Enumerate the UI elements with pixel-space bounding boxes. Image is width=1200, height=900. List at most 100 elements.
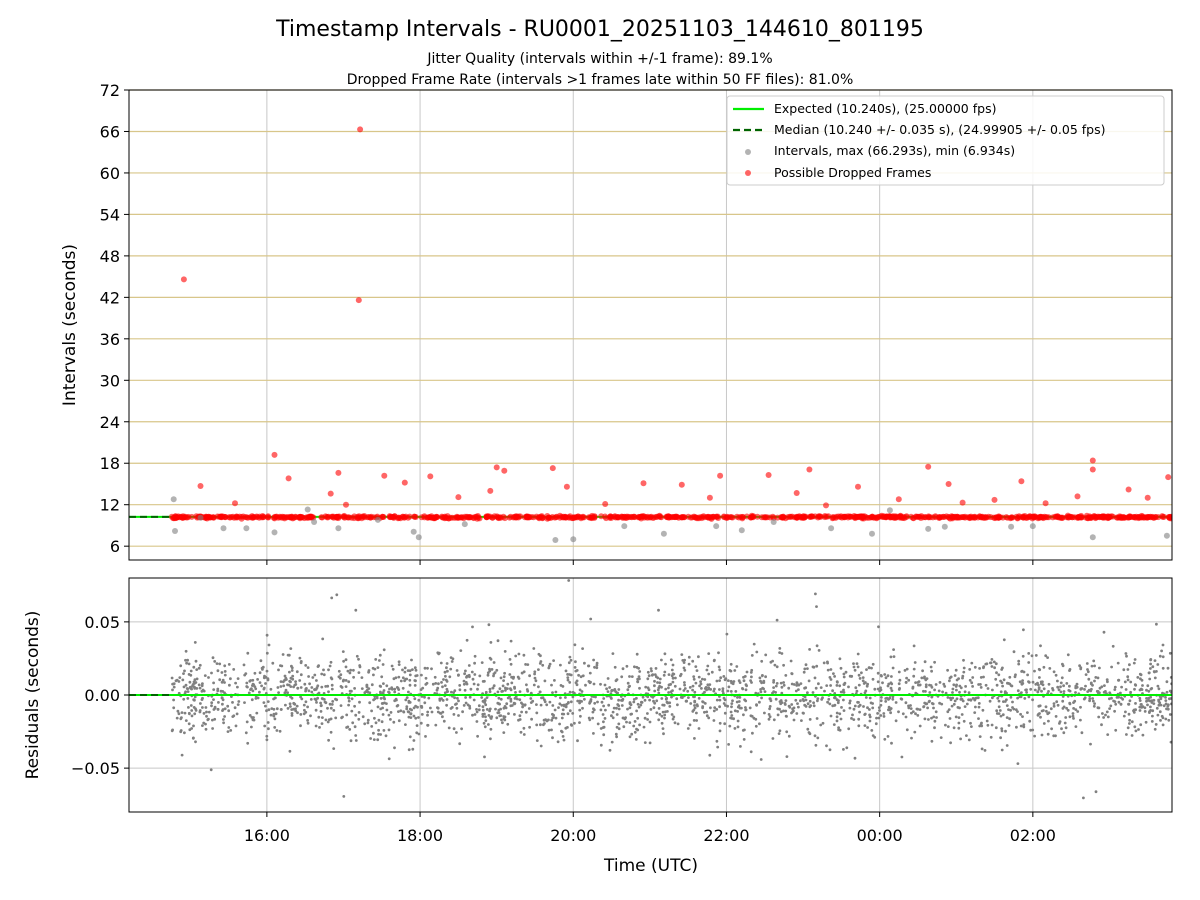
top-y-tick-label: 24 xyxy=(100,413,120,432)
residual-point xyxy=(613,665,617,669)
residual-point xyxy=(1149,667,1152,670)
residual-point xyxy=(488,690,492,694)
residual-point xyxy=(583,661,586,665)
interval-band-point xyxy=(644,514,651,521)
residual-point xyxy=(608,686,611,689)
residual-point xyxy=(251,678,255,682)
residual-point xyxy=(742,679,746,683)
residual-point xyxy=(440,681,443,684)
residual-point xyxy=(840,706,843,709)
residual-point xyxy=(687,696,690,699)
residual-point xyxy=(1146,684,1150,688)
interval-band-point xyxy=(1136,514,1143,521)
residual-point xyxy=(1089,682,1093,686)
residual-point xyxy=(845,746,849,750)
residual-point xyxy=(357,711,361,714)
residual-point xyxy=(561,735,565,738)
residual-point xyxy=(442,719,446,723)
residual-point xyxy=(406,669,410,672)
residual-point xyxy=(210,671,213,675)
dropped-frame-point xyxy=(678,481,685,488)
residual-point xyxy=(385,702,388,705)
residual-point xyxy=(299,660,303,663)
legend-intervals-label: Intervals, max (66.293s), min (6.934s) xyxy=(774,143,1015,158)
residual-point xyxy=(201,682,204,686)
residual-point xyxy=(462,679,466,683)
residual-point xyxy=(761,686,764,690)
residual-point xyxy=(309,714,312,718)
residual-point xyxy=(1074,725,1078,728)
residual-point xyxy=(439,661,443,665)
residual-point xyxy=(615,691,619,695)
residual-point xyxy=(373,667,377,671)
residual-point xyxy=(341,715,344,719)
residual-point xyxy=(509,688,513,692)
residual-point xyxy=(697,696,701,700)
residual-point xyxy=(888,696,892,700)
residual-point xyxy=(480,696,484,699)
residual-point xyxy=(768,697,772,701)
residual-point xyxy=(260,684,263,688)
residual-point xyxy=(476,687,479,691)
residual-point xyxy=(999,679,1002,683)
residual-point xyxy=(464,669,467,673)
residual-point xyxy=(951,696,955,700)
residual-point xyxy=(750,654,754,657)
residual-point xyxy=(1057,688,1061,692)
residual-point xyxy=(990,658,994,661)
residual-point xyxy=(832,672,835,675)
residual-point xyxy=(1001,713,1005,717)
residual-point xyxy=(458,688,462,692)
residual-point xyxy=(264,704,267,708)
residual-point xyxy=(663,716,666,720)
residual-point xyxy=(299,673,303,677)
residual-point xyxy=(1028,719,1032,723)
residual-point xyxy=(685,699,688,703)
residual-point xyxy=(1102,690,1106,694)
residual-point xyxy=(551,704,555,707)
residual-point xyxy=(918,708,922,711)
residual-point xyxy=(1037,683,1040,687)
residual-point xyxy=(723,722,727,726)
residual-point xyxy=(1155,622,1158,626)
residual-point xyxy=(405,696,409,699)
residual-point xyxy=(655,711,659,715)
residual-point xyxy=(181,678,185,682)
residual-point xyxy=(700,687,703,690)
residual-point xyxy=(806,667,809,670)
top-y-tick-label: 18 xyxy=(100,454,120,473)
residual-point xyxy=(347,696,350,700)
residual-point xyxy=(405,705,409,709)
interval-point xyxy=(311,519,318,525)
residual-point xyxy=(324,701,328,705)
residual-point xyxy=(775,665,779,669)
residual-point xyxy=(1030,654,1034,658)
residual-point xyxy=(860,671,863,675)
residual-point xyxy=(464,701,468,705)
residual-point xyxy=(578,708,582,712)
residual-point xyxy=(445,680,449,683)
residual-point xyxy=(715,698,719,702)
residual-point xyxy=(729,690,733,693)
residual-point xyxy=(506,682,510,686)
residual-point xyxy=(736,719,740,723)
residual-point xyxy=(206,718,210,722)
residual-point xyxy=(777,732,781,735)
residual-point xyxy=(1040,689,1043,693)
residual-point xyxy=(1073,699,1077,703)
residual-point xyxy=(499,697,503,701)
residual-point xyxy=(683,687,687,690)
residual-point xyxy=(1085,662,1089,665)
residual-point xyxy=(327,668,330,672)
residual-point xyxy=(517,677,521,680)
residual-point xyxy=(412,739,416,742)
residual-point xyxy=(1149,695,1152,699)
residual-point xyxy=(1038,668,1042,672)
residual-point xyxy=(1162,704,1166,708)
residual-point xyxy=(319,710,323,713)
interval-band-point xyxy=(943,513,950,520)
residual-point xyxy=(811,665,815,669)
residual-point xyxy=(437,682,440,686)
residual-point xyxy=(1013,675,1017,679)
residual-point xyxy=(898,687,901,690)
